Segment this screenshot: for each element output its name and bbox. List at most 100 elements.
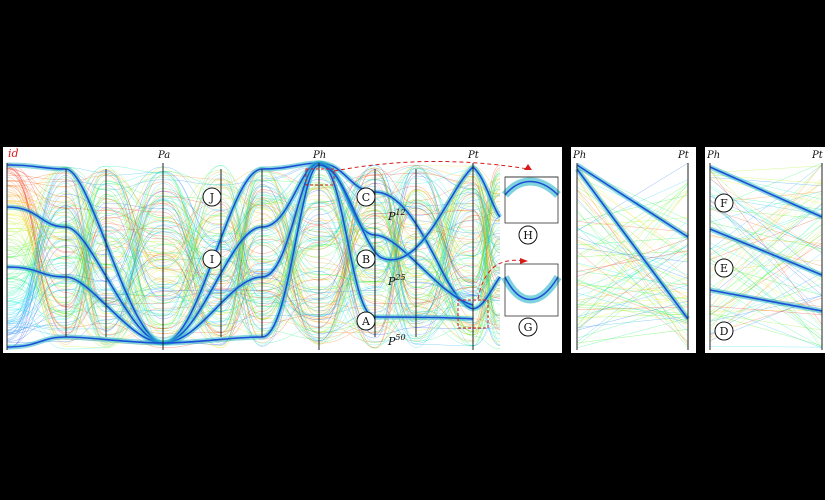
background-polyline: [6, 165, 501, 330]
panel3-polyline: [709, 234, 823, 316]
panel2-polyline: [576, 329, 689, 344]
panel3-highlight-line: [709, 289, 823, 312]
panel2-polyline: [576, 317, 689, 349]
background-polyline: [6, 178, 501, 320]
marker-f: F: [714, 193, 734, 213]
panel3-polyline: [709, 222, 823, 250]
panel2-polyline: [576, 198, 689, 320]
panel3-polyline: [709, 183, 823, 255]
marker-label: H: [523, 229, 533, 242]
panel3-polyline: [709, 199, 823, 314]
background-polyline: [6, 225, 501, 334]
panel2-polyline: [576, 195, 689, 303]
panel3-highlight-line: [709, 228, 823, 276]
marker-label: A: [361, 315, 371, 328]
panel3-polyline: [709, 303, 823, 349]
zoom-arrow-bottom: [477, 259, 525, 300]
panel3-polyline: [709, 221, 823, 346]
panel3-polyline: [709, 313, 823, 346]
background-polyline: [6, 169, 501, 304]
background-polyline: [6, 171, 501, 326]
panel2-polyline: [576, 189, 689, 322]
panel2-polyline: [576, 217, 689, 227]
marker-d: D: [714, 321, 734, 341]
background-polyline: [6, 165, 501, 349]
panel3-polyline: [709, 313, 823, 331]
highlight-line: [6, 164, 501, 348]
panel2-polyline: [576, 233, 689, 336]
axis-label-pa: Pa: [157, 150, 170, 161]
axes: [6, 163, 823, 350]
panel3-highlight-line: [709, 166, 823, 218]
marker-label: C: [362, 191, 370, 204]
panel2-polyline: [576, 276, 689, 321]
panel2-polyline: [576, 189, 689, 326]
panel2-label-ph: Ph: [572, 150, 586, 161]
panel2-polyline: [576, 241, 689, 282]
panel2-polyline: [576, 239, 689, 298]
marker-label: F: [720, 197, 728, 210]
background-polyline: [6, 183, 501, 340]
panel3-polyline: [709, 310, 823, 312]
panel2-polyline: [576, 195, 689, 222]
panel3-label-pt: Pt: [811, 150, 824, 161]
marker-c: C: [356, 187, 376, 207]
marker-label: G: [524, 321, 533, 334]
panel2-polyline: [576, 297, 689, 306]
panel2-polyline: [576, 295, 689, 322]
panel3-polyline: [709, 217, 823, 313]
background-polyline: [6, 170, 501, 346]
panel3-polyline: [709, 242, 823, 316]
marker-label: D: [720, 325, 729, 338]
panel2-polyline: [576, 192, 689, 287]
parallel-coordinates-figure: id Pa Ph Pt Ph Pt Ph Pt P12 P25 P50 A B C D…: [0, 147, 825, 353]
panel2-polyline: [576, 190, 689, 344]
panel3-polyline: [709, 204, 823, 290]
panel2-polyline: [576, 282, 689, 301]
panel3-polyline: [709, 346, 823, 348]
label-p12: P12: [387, 208, 406, 223]
background-polyline: [6, 170, 501, 335]
panel3-polyline: [709, 192, 823, 260]
zoom-g-line: [504, 276, 559, 301]
panel2-polyline: [576, 189, 689, 259]
panel3-polyline: [709, 177, 823, 187]
label-p25: P25: [387, 273, 406, 288]
zoom-arrowhead-bottom: [520, 258, 528, 264]
axis-label-pt: Pt: [467, 150, 480, 161]
panel3-polyline: [709, 191, 823, 223]
panel3-polyline: [709, 163, 823, 309]
panel2-polyline: [576, 250, 689, 258]
background-polyline: [6, 179, 501, 321]
panel2-polyline: [576, 262, 689, 291]
panel2-polyline: [576, 237, 689, 309]
panel2-highlight-line: [576, 168, 689, 320]
panel3-polyline: [709, 208, 823, 248]
background-polyline: [6, 199, 501, 350]
zoom-region-top: [305, 168, 335, 186]
panel2-polyline: [576, 250, 689, 272]
panel2-polyline: [576, 306, 689, 310]
label-p50: P50: [387, 333, 406, 348]
panel2-highlight-line: [576, 164, 689, 238]
panel3-polyline: [709, 178, 823, 253]
panel2-polyline: [576, 300, 689, 331]
zoom-arrow-top: [333, 161, 529, 172]
panel2-polyline: [576, 247, 689, 263]
background-polyline: [6, 190, 501, 330]
panel2-polyline: [576, 185, 689, 282]
marker-label: J: [209, 191, 214, 204]
panel2-polyline: [576, 279, 689, 323]
marker-label: B: [362, 253, 370, 266]
panel3-polyline: [709, 165, 823, 278]
panel2-polyline: [576, 306, 689, 316]
panel2-polyline: [576, 304, 689, 315]
marker-j: J: [202, 187, 222, 207]
panel2-polyline: [576, 182, 689, 257]
zoom-inset-h: [504, 176, 559, 224]
background-polyline: [6, 164, 501, 333]
background-polyline: [6, 190, 501, 350]
panel2-polyline: [576, 240, 689, 323]
axis-label-id: id: [8, 147, 19, 160]
panel3-polyline: [709, 234, 823, 316]
